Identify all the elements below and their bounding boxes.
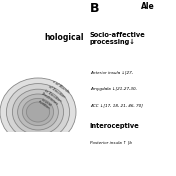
Text: Anterior insula ↓[27,: Anterior insula ↓[27,: [90, 70, 133, 74]
Ellipse shape: [18, 94, 58, 130]
Text: Ale: Ale: [141, 2, 155, 11]
Text: tivation: tivation: [37, 100, 51, 111]
Text: s of Blends: s of Blends: [52, 80, 70, 95]
Text: Socio-affective
processing↓: Socio-affective processing↓: [90, 32, 146, 45]
Text: Posterior insula ↑ [b: Posterior insula ↑ [b: [90, 141, 132, 145]
Text: ACC ↓[17, 18, 21, 46, 70]: ACC ↓[17, 18, 21, 46, 70]: [90, 104, 143, 108]
Text: te Emotion: te Emotion: [44, 89, 62, 103]
Ellipse shape: [0, 78, 76, 146]
Text: isceral: isceral: [40, 98, 52, 108]
Ellipse shape: [22, 98, 54, 126]
Text: Tendencies: Tendencies: [40, 92, 59, 107]
Ellipse shape: [6, 84, 70, 140]
Ellipse shape: [12, 89, 64, 135]
Text: Amygdala ↓[21-27,30,: Amygdala ↓[21-27,30,: [90, 87, 137, 91]
Text: B: B: [90, 2, 99, 15]
Text: Interoceptive: Interoceptive: [90, 123, 140, 129]
Text: of Emotion: of Emotion: [48, 84, 66, 99]
Text: hological: hological: [44, 33, 84, 42]
Ellipse shape: [26, 102, 50, 122]
